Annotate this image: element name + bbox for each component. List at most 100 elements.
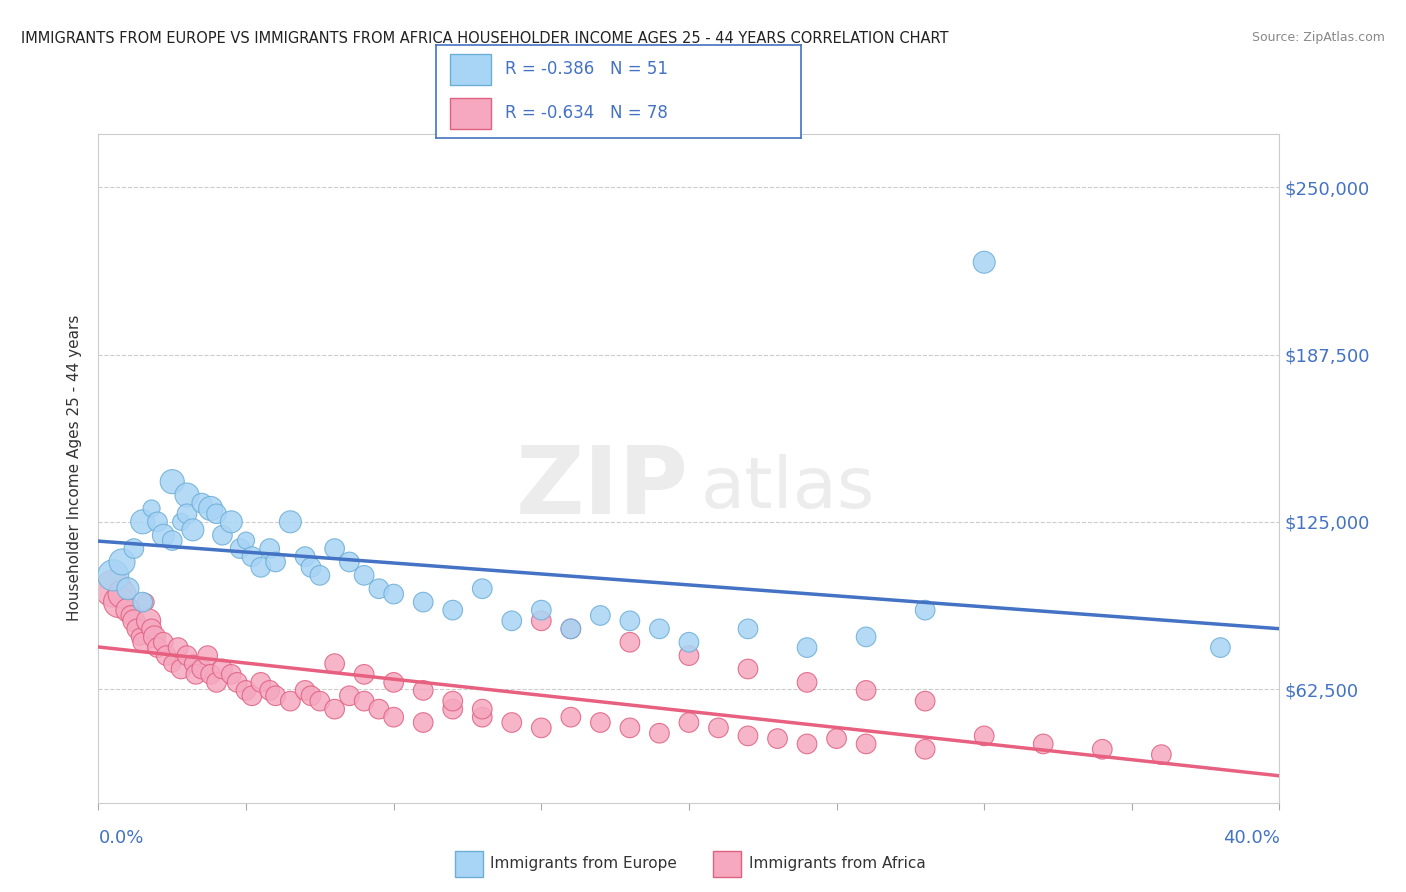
Point	[619, 614, 641, 628]
Point	[737, 729, 759, 743]
Point	[181, 657, 204, 671]
Point	[368, 702, 391, 716]
Point	[619, 635, 641, 649]
Point	[264, 689, 287, 703]
Point	[170, 662, 193, 676]
Text: R = -0.386   N = 51: R = -0.386 N = 51	[505, 61, 668, 78]
Point	[240, 549, 263, 564]
Point	[382, 587, 405, 601]
Point	[294, 549, 316, 564]
Y-axis label: Householder Income Ages 25 - 44 years: Householder Income Ages 25 - 44 years	[67, 315, 83, 622]
Point	[111, 555, 134, 569]
Text: IMMIGRANTS FROM EUROPE VS IMMIGRANTS FROM AFRICA HOUSEHOLDER INCOME AGES 25 - 44: IMMIGRANTS FROM EUROPE VS IMMIGRANTS FRO…	[21, 31, 949, 46]
Point	[103, 568, 125, 582]
Point	[219, 515, 242, 529]
Point	[471, 710, 494, 724]
Point	[143, 630, 166, 644]
Point	[205, 675, 228, 690]
Point	[737, 662, 759, 676]
Point	[412, 683, 434, 698]
Point	[278, 694, 302, 708]
Point	[855, 630, 877, 644]
Point	[648, 622, 671, 636]
Point	[323, 541, 346, 556]
Point	[339, 689, 360, 703]
Point	[170, 515, 193, 529]
Point	[796, 737, 818, 751]
Point	[141, 501, 163, 516]
Point	[146, 515, 169, 529]
Point	[501, 614, 523, 628]
Point	[152, 528, 174, 542]
Point	[200, 667, 222, 681]
Point	[560, 710, 582, 724]
Point	[737, 622, 759, 636]
Point	[146, 640, 169, 655]
Point	[855, 683, 877, 698]
Point	[560, 622, 582, 636]
Point	[108, 595, 131, 609]
Point	[796, 640, 818, 655]
Point	[299, 560, 322, 574]
Text: atlas: atlas	[700, 454, 875, 523]
Point	[155, 648, 177, 663]
Point	[120, 608, 142, 623]
Point	[353, 667, 375, 681]
Point	[707, 721, 730, 735]
FancyBboxPatch shape	[450, 98, 491, 129]
Point	[152, 635, 174, 649]
Point	[589, 715, 612, 730]
Point	[141, 622, 163, 636]
Point	[353, 568, 375, 582]
Point	[530, 614, 553, 628]
Point	[412, 715, 434, 730]
Point	[766, 731, 789, 746]
Point	[339, 555, 360, 569]
Point	[382, 675, 405, 690]
Text: ZIP: ZIP	[516, 442, 689, 534]
Point	[648, 726, 671, 740]
Point	[135, 595, 157, 609]
Point	[299, 689, 322, 703]
Point	[226, 675, 249, 690]
Point	[264, 555, 287, 569]
Point	[240, 689, 263, 703]
Point	[259, 683, 281, 698]
Point	[132, 595, 155, 609]
Point	[560, 622, 582, 636]
Text: Immigrants from Africa: Immigrants from Africa	[748, 855, 925, 871]
Point	[125, 622, 148, 636]
Point	[323, 702, 346, 716]
Point	[132, 515, 155, 529]
Point	[122, 614, 145, 628]
Point	[184, 667, 207, 681]
Point	[412, 595, 434, 609]
Point	[914, 694, 936, 708]
Point	[235, 533, 257, 548]
Text: Immigrants from Europe: Immigrants from Europe	[491, 855, 678, 871]
Point	[1091, 742, 1114, 756]
Point	[353, 694, 375, 708]
Point	[441, 702, 464, 716]
Point	[1209, 640, 1232, 655]
Point	[205, 507, 228, 521]
Point	[176, 507, 198, 521]
Point	[973, 729, 995, 743]
Point	[200, 501, 222, 516]
Point	[441, 603, 464, 617]
Point	[914, 742, 936, 756]
Point	[250, 560, 273, 574]
Point	[176, 488, 198, 502]
Point	[229, 541, 252, 556]
Point	[117, 582, 139, 596]
Point	[501, 715, 523, 730]
Point	[235, 683, 257, 698]
Point	[530, 721, 553, 735]
FancyBboxPatch shape	[450, 54, 491, 85]
Point	[132, 635, 155, 649]
Point	[678, 648, 700, 663]
Point	[191, 496, 214, 510]
Point	[162, 475, 183, 489]
Point	[914, 603, 936, 617]
Point	[368, 582, 391, 596]
